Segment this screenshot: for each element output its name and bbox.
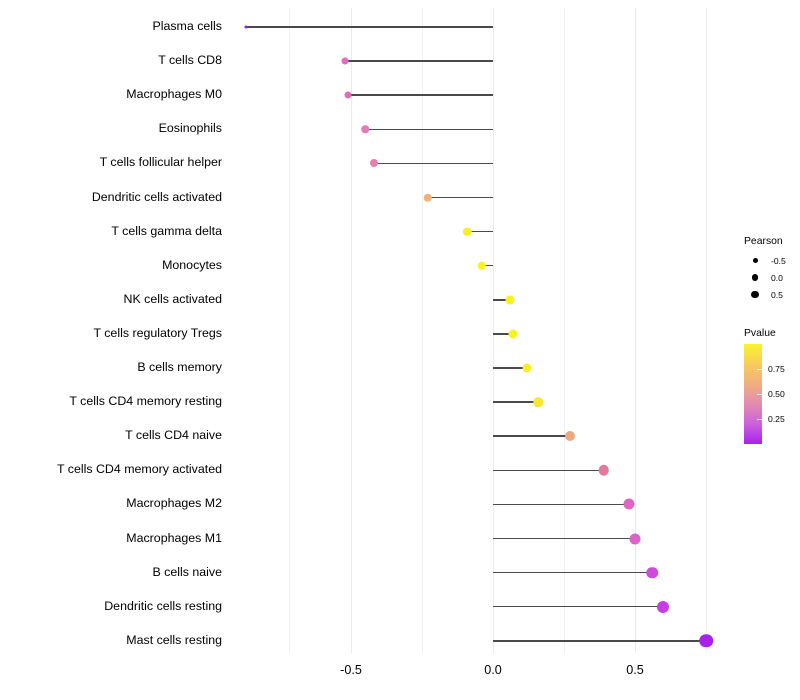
lollipop-stem — [493, 469, 604, 472]
y-axis-label: Plasma cells — [152, 19, 222, 33]
legend-size-dot — [752, 258, 758, 263]
y-axis-label: T cells regulatory Tregs — [93, 325, 222, 340]
legend-pearson-items: -0.5 0.0 0.5 — [744, 252, 786, 303]
legend-size-row: 0.0 — [744, 269, 786, 286]
lollipop-stem — [245, 26, 493, 28]
lollipop-point[interactable] — [629, 533, 641, 544]
lollipop-stem — [348, 94, 493, 96]
y-axis-label: Macrophages M2 — [126, 496, 222, 511]
lollipop-stem — [365, 128, 493, 131]
y-axis-label: Dendritic cells activated — [91, 189, 222, 204]
lollipop-point[interactable] — [508, 329, 518, 339]
colorbar-tick-label: 0.75 — [768, 364, 785, 374]
legend-size-swatch — [744, 274, 766, 281]
legend-size-row: 0.5 — [744, 286, 786, 303]
lollipop-stem — [493, 537, 635, 540]
y-axis-label: B cells memory — [137, 360, 222, 374]
lollipop-point[interactable] — [244, 25, 248, 29]
y-axis-label: T cells follicular helper — [99, 155, 222, 170]
gridline-minor — [706, 8, 707, 653]
lollipop-point[interactable] — [344, 91, 352, 99]
colorbar-tick-label: 0.25 — [768, 414, 785, 424]
y-axis-labels: Plasma cells T cells CD8 Macrophages M0 Eos… — [0, 0, 222, 700]
lollipop-stem — [493, 640, 706, 642]
y-axis-label: Monocytes — [162, 257, 222, 272]
lollipop-stem — [493, 401, 539, 403]
lollipop-point[interactable] — [341, 57, 349, 65]
y-axis-label: NK cells activated — [123, 291, 222, 306]
colorbar-tick — [757, 419, 763, 420]
lollipop-point[interactable] — [623, 498, 635, 510]
lollipop-stem — [493, 299, 511, 301]
y-axis-label: T cells CD4 naive — [125, 428, 222, 443]
x-axis-tick-label: 0.5 — [626, 663, 644, 677]
lollipop-point[interactable] — [463, 227, 472, 236]
lollipop-stem — [493, 571, 653, 574]
lollipop-stem — [373, 162, 493, 165]
lollipop-stem — [493, 435, 570, 437]
legend-pearson-title: Pearson — [744, 236, 783, 247]
y-axis-label: T cells gamma delta — [111, 223, 222, 238]
legend-size-label: 0.5 — [771, 289, 783, 300]
gridline-minor — [288, 8, 290, 653]
legend-size-dot — [751, 274, 759, 281]
gridline-major — [635, 8, 636, 653]
lollipop-stem — [427, 196, 493, 199]
colorbar-tick — [757, 369, 763, 370]
gridline-minor — [422, 8, 423, 653]
gridline-major — [351, 8, 352, 653]
x-axis: -0.5 0.0 0.5 — [232, 656, 732, 686]
lollipop-point[interactable] — [505, 295, 515, 305]
lollipop-point[interactable] — [477, 261, 486, 270]
legend-size-swatch — [744, 258, 766, 263]
y-axis-label: Macrophages M0 — [126, 87, 222, 102]
legend-size-label: 0.0 — [771, 272, 783, 283]
legend-size-label: -0.5 — [771, 255, 786, 266]
lollipop-point[interactable] — [533, 397, 544, 407]
legend-pearson: Pearson -0.5 0.0 0.5 — [744, 236, 786, 303]
legend-pvalue-title: Pvalue — [744, 328, 776, 339]
lollipop-point[interactable] — [564, 431, 575, 442]
plot-panel — [232, 8, 732, 653]
y-axis-label: T cells CD4 memory resting — [69, 394, 222, 409]
legend-size-row: -0.5 — [744, 252, 786, 269]
x-axis-tick-label: -0.5 — [340, 663, 362, 677]
lollipop-point[interactable] — [361, 125, 369, 134]
legend-size-dot — [751, 290, 759, 299]
lollipop-point[interactable] — [369, 159, 378, 168]
y-axis-label: Mast cells resting — [126, 632, 222, 647]
y-axis-label: Dendritic cells resting — [104, 598, 222, 613]
y-axis-label: Macrophages M1 — [126, 530, 222, 545]
lollipop-stem — [481, 264, 493, 267]
lollipop-stem — [467, 230, 493, 233]
lollipop-point[interactable] — [423, 193, 432, 202]
lollipop-point[interactable] — [522, 363, 532, 373]
gridline-major — [493, 8, 494, 653]
y-axis-label: T cells CD8 — [158, 53, 222, 68]
lollipop-point[interactable] — [699, 634, 713, 648]
lollipop-point[interactable] — [598, 465, 609, 476]
colorbar-tick-label: 0.50 — [768, 389, 785, 399]
lollipop-stem — [493, 367, 528, 369]
lollipop-stem — [493, 503, 630, 506]
y-axis-label: T cells CD4 memory activated — [56, 462, 222, 477]
y-axis-label: B cells naive — [152, 564, 222, 579]
colorbar-tick — [757, 394, 763, 395]
lollipop-point[interactable] — [646, 566, 658, 579]
legend-pvalue-bar-wrap: 0.75 0.50 0.25 — [744, 344, 800, 444]
lollipop-stem — [493, 605, 664, 608]
lollipop-point[interactable] — [657, 600, 670, 613]
legend-pvalue: Pvalue 0.75 0.50 0.25 — [744, 328, 800, 444]
legend-size-swatch — [744, 290, 766, 299]
x-axis-tick-label: 0.0 — [484, 663, 502, 677]
lollipop-stem — [493, 333, 513, 335]
lollipop-stem — [345, 60, 493, 62]
gridline-minor — [564, 8, 565, 653]
y-axis-label: Eosinophils — [158, 121, 222, 136]
